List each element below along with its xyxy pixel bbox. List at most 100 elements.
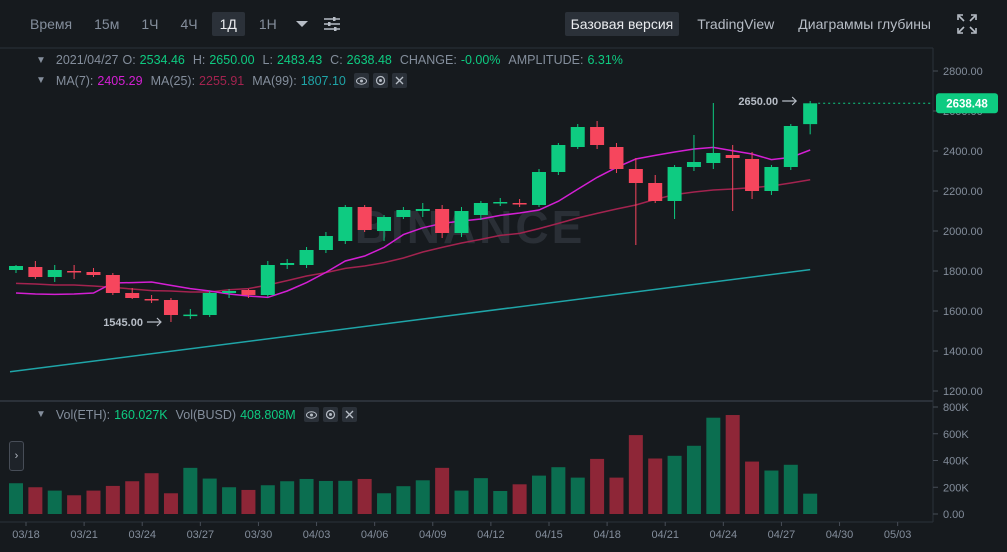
candle-body [377, 217, 392, 231]
current-price-value: 2638.48 [946, 98, 988, 110]
chevron-right-icon: › [14, 450, 19, 462]
time-tick-label: 04/09 [419, 529, 447, 541]
candle-body [357, 207, 372, 230]
change-label: CHANGE: [399, 53, 457, 67]
volume-bar [125, 481, 140, 514]
time-tick-label: 04/15 [535, 529, 563, 541]
collapse-caret-icon[interactable]: ▼ [36, 54, 46, 66]
price-tick-label: 2400.00 [943, 146, 983, 158]
volume-bar [551, 467, 566, 514]
eye-icon[interactable] [303, 407, 319, 422]
amplitude-label: AMPLITUDE: [508, 53, 584, 67]
volume-bar [493, 490, 508, 514]
view-depth[interactable]: Диаграммы глубины [798, 16, 931, 32]
volume-bar [377, 493, 392, 514]
volume-bar [531, 475, 546, 514]
time-tick-label: 04/18 [593, 529, 621, 541]
settings-sliders-icon[interactable] [321, 13, 343, 35]
legend-date: 2021/04/27 [55, 53, 119, 67]
volume-tick-label: 200K [943, 482, 969, 494]
interval-1d[interactable]: 1Д [211, 12, 245, 36]
volume-bar [222, 487, 237, 514]
collapse-caret-icon[interactable]: ▼ [36, 75, 46, 86]
volume-tick-label: 600K [943, 429, 969, 441]
candle-body [745, 159, 760, 191]
volume-bar [764, 470, 779, 514]
volume-bar [435, 467, 450, 514]
volume-bar [202, 478, 217, 514]
candle-body [570, 127, 585, 147]
ma99-line [9, 268, 811, 373]
candle-body [67, 271, 82, 273]
candle-body [648, 183, 663, 201]
volume-legend: ▼ Vol(ETH): 160.027K Vol(BUSD) 408.808M [36, 407, 361, 422]
candle-body [706, 153, 721, 163]
candle-body [454, 211, 469, 233]
current-price-tag [936, 93, 998, 114]
ma99-label: MA(99): [252, 73, 297, 88]
ma-legend: ▼ MA(7): 2405.29 MA(25): 2255.91 MA(99): 18… [36, 73, 411, 88]
price-tick-label: 1800.00 [943, 266, 983, 278]
vol-eth-value: 160.027K [114, 407, 168, 422]
volume-bar [783, 464, 798, 514]
time-tick-label: 04/21 [651, 529, 679, 541]
time-tick-label: 03/21 [70, 529, 98, 541]
volume-bar [299, 478, 314, 514]
interval-4h[interactable]: 4Ч [180, 16, 198, 32]
volume-bar [628, 435, 643, 514]
candle-body [163, 300, 178, 315]
ma7-line [15, 146, 811, 299]
expand-panel-handle[interactable]: › [9, 441, 24, 471]
volume-bar [9, 483, 23, 514]
candle-body [493, 202, 508, 204]
time-tick-label: 05/03 [884, 529, 912, 541]
high-marker-label: 2650.00 [738, 96, 778, 108]
volume-tick-label: 0.00 [943, 509, 964, 521]
candle-body [609, 147, 624, 169]
volume-bar [745, 461, 760, 514]
volume-bar [725, 415, 740, 514]
candle-body [590, 127, 605, 145]
close-icon[interactable] [341, 407, 357, 422]
fullscreen-icon[interactable] [957, 14, 977, 34]
time-tick-label: 04/03 [303, 529, 331, 541]
time-tick-label: 04/30 [826, 529, 854, 541]
low-label: L: [262, 53, 273, 67]
volume-bar [609, 477, 624, 514]
candle-body [202, 293, 217, 315]
more-intervals-caret-icon[interactable] [291, 13, 313, 35]
collapse-caret-icon[interactable]: ▼ [36, 409, 46, 420]
price-tick-label: 1600.00 [943, 306, 983, 318]
volume-bar [570, 477, 585, 514]
volume-bar [28, 487, 43, 514]
interval-1w[interactable]: 1Н [258, 16, 277, 32]
volume-bar [241, 489, 256, 514]
volume-bar [415, 480, 430, 514]
vol-busd-label: Vol(BUSD) [175, 407, 237, 422]
price-tick-label: 1200.00 [943, 386, 983, 398]
high-label: H: [192, 53, 206, 67]
settings-icon[interactable] [322, 407, 338, 422]
time-button[interactable]: Время [30, 16, 73, 32]
eye-icon[interactable] [353, 73, 369, 88]
candle-body [241, 290, 256, 295]
interval-15m[interactable]: 15м [94, 16, 120, 32]
settings-icon[interactable] [372, 73, 388, 88]
candle-body [764, 167, 779, 191]
candle-body [47, 270, 62, 277]
view-basic[interactable]: Базовая версия [564, 12, 680, 36]
volume-bar [512, 484, 527, 514]
candle-body [531, 172, 546, 205]
volume-bar [280, 481, 295, 514]
low-marker-arrow-icon [146, 317, 162, 327]
close-icon[interactable] [391, 73, 407, 88]
view-tradingview[interactable]: TradingView [697, 16, 775, 32]
volume-bar [454, 490, 469, 514]
ma7-value: 2405.29 [97, 73, 143, 88]
high-value: 2650.00 [209, 53, 255, 67]
price-tick-label: 2800.00 [943, 66, 983, 78]
interval-1h[interactable]: 1Ч [141, 16, 159, 32]
candle-body [260, 265, 275, 295]
